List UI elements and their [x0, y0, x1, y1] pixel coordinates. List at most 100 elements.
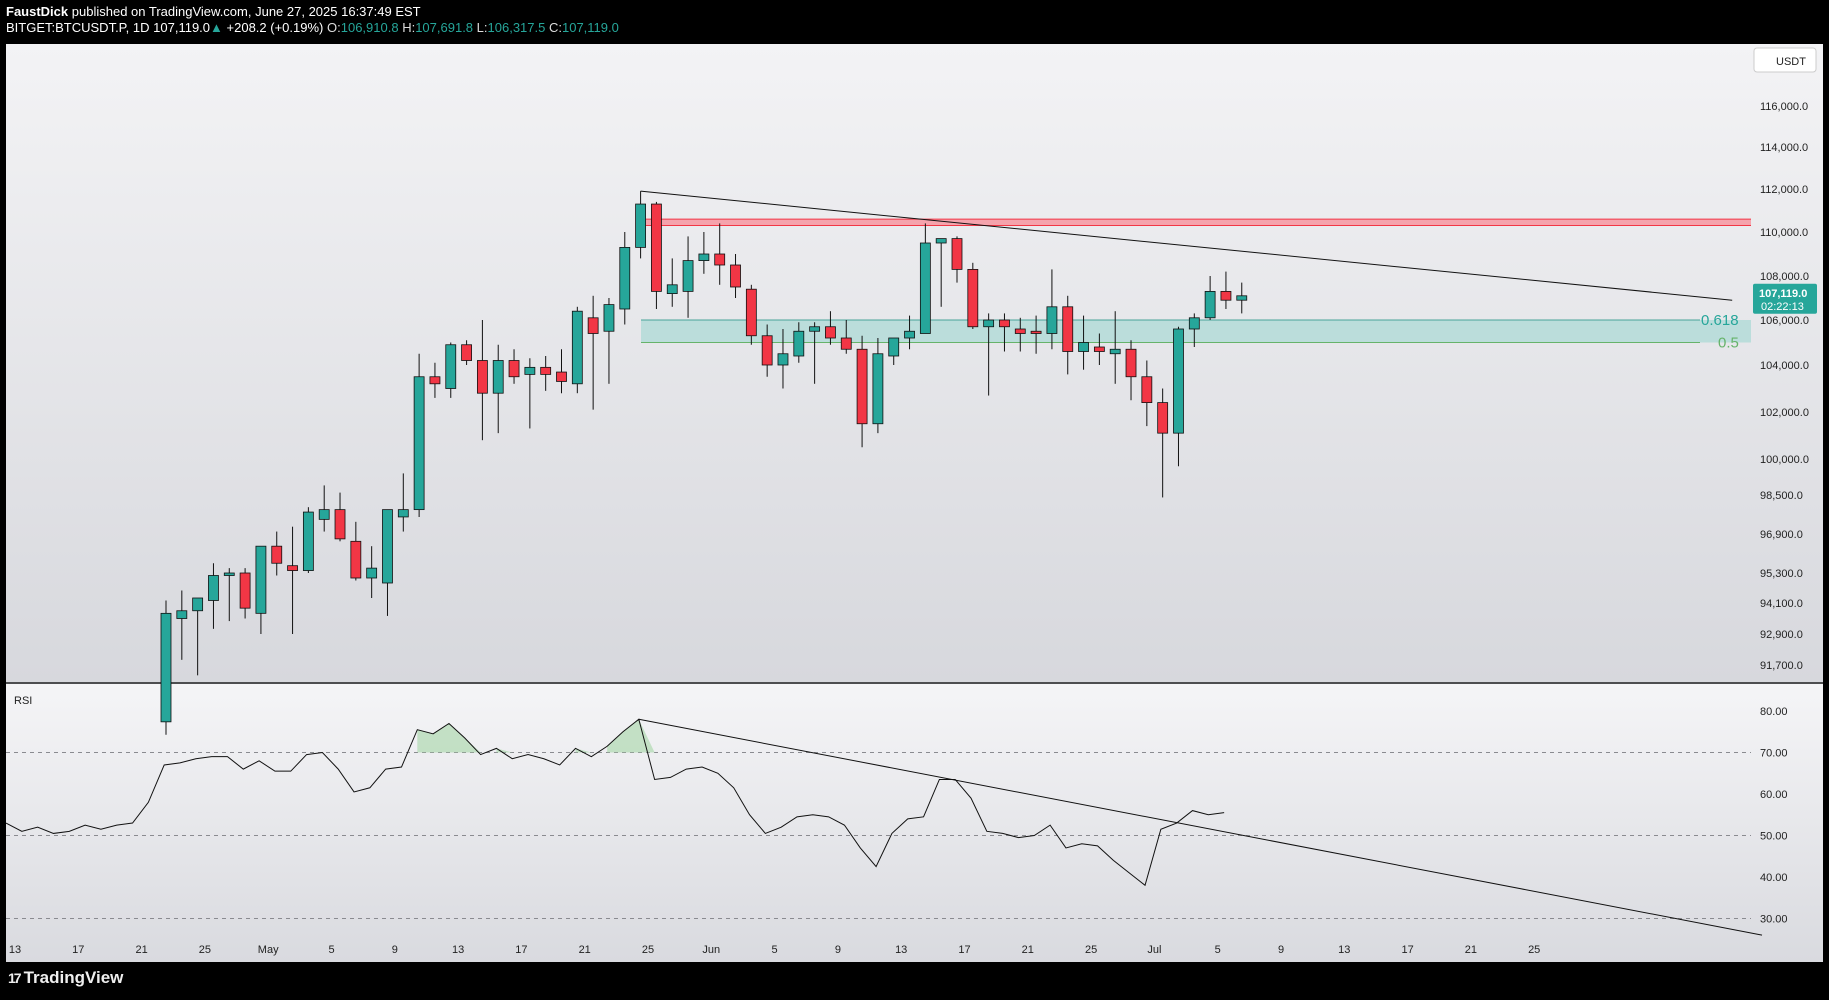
candle[interactable]: [255, 545, 267, 634]
candle[interactable]: [983, 313, 995, 396]
rsi-trendline[interactable]: [638, 718, 1763, 936]
candle[interactable]: [508, 349, 520, 384]
author-name[interactable]: FaustDick: [6, 4, 69, 19]
price-change: +208.2 (+0.19%): [226, 20, 324, 35]
time-axis-label: 21: [579, 944, 591, 956]
resistance-zone[interactable]: [641, 219, 1751, 226]
candle-body: [192, 597, 204, 612]
candle[interactable]: [1078, 315, 1089, 370]
candle-body: [825, 326, 836, 339]
rsi-title[interactable]: RSI: [14, 695, 32, 707]
candle[interactable]: [904, 315, 915, 350]
candle[interactable]: [445, 342, 457, 398]
candle-body: [160, 612, 172, 723]
candle[interactable]: [524, 358, 536, 429]
candle[interactable]: [397, 473, 409, 532]
candle[interactable]: [777, 329, 789, 389]
candle[interactable]: [1030, 315, 1042, 354]
fib-level-label: 0.618: [1701, 312, 1739, 329]
candle[interactable]: [1093, 333, 1105, 366]
candle[interactable]: [1173, 326, 1184, 467]
last-price-marker[interactable]: [1753, 283, 1817, 314]
candle[interactable]: [556, 349, 567, 394]
candle[interactable]: [999, 313, 1010, 352]
candle[interactable]: [840, 320, 852, 354]
candle[interactable]: [350, 521, 362, 581]
candle[interactable]: [603, 298, 615, 384]
candle[interactable]: [1188, 313, 1200, 347]
candle[interactable]: [1141, 360, 1153, 427]
candle-body: [1046, 306, 1058, 334]
candle[interactable]: [745, 284, 757, 345]
candle[interactable]: [571, 306, 583, 394]
tradingview-footer[interactable]: 17 TradingView: [8, 968, 123, 988]
candle-body: [1125, 348, 1137, 378]
candle[interactable]: [1125, 340, 1137, 401]
candle[interactable]: [208, 563, 219, 629]
candle[interactable]: [176, 590, 188, 660]
candle[interactable]: [809, 322, 821, 384]
candle[interactable]: [587, 295, 599, 410]
candle[interactable]: [872, 338, 884, 434]
low-label: L:: [476, 20, 488, 35]
candle-body: [603, 304, 615, 332]
candle[interactable]: [666, 258, 678, 307]
candle[interactable]: [1046, 269, 1058, 350]
candle[interactable]: [192, 597, 204, 676]
candle[interactable]: [239, 568, 251, 619]
currency-box[interactable]: [1753, 47, 1817, 73]
candle[interactable]: [1157, 388, 1169, 498]
fib-zone[interactable]: [641, 320, 1751, 343]
brand-name: TradingView: [23, 968, 124, 987]
low-value: 106,317.5: [487, 20, 546, 35]
candle[interactable]: [1204, 276, 1216, 320]
candle-body: [777, 353, 789, 366]
symbol-name[interactable]: BITGET:BTCUSDT.P, 1D: [6, 20, 150, 35]
candle[interactable]: [698, 232, 710, 274]
candle[interactable]: [1236, 282, 1248, 314]
candle[interactable]: [967, 262, 979, 329]
candle[interactable]: [1220, 271, 1232, 309]
candle[interactable]: [682, 236, 694, 318]
candle[interactable]: [461, 340, 472, 365]
price-pane-bg: [6, 44, 1823, 682]
candle-body: [208, 575, 219, 601]
candle[interactable]: [302, 507, 314, 573]
candle[interactable]: [714, 223, 726, 285]
candle[interactable]: [476, 320, 488, 441]
candle[interactable]: [825, 311, 836, 345]
candle[interactable]: [935, 238, 947, 307]
candle[interactable]: [492, 344, 504, 434]
candle[interactable]: [413, 353, 425, 517]
candle[interactable]: [761, 324, 773, 377]
candle[interactable]: [793, 322, 805, 363]
candle[interactable]: [382, 509, 393, 616]
candle[interactable]: [271, 531, 283, 576]
candle[interactable]: [429, 362, 441, 398]
candle[interactable]: [951, 236, 963, 283]
candle[interactable]: [888, 337, 900, 365]
candle[interactable]: [919, 223, 931, 334]
candle[interactable]: [651, 201, 662, 309]
price-axis-label: 110,000.0: [1760, 227, 1808, 239]
candle[interactable]: [223, 568, 235, 622]
candle[interactable]: [1014, 317, 1026, 352]
candle[interactable]: [635, 191, 646, 259]
candle[interactable]: [1062, 295, 1074, 375]
candle[interactable]: [318, 485, 330, 532]
candle[interactable]: [856, 335, 868, 448]
candle[interactable]: [730, 254, 741, 298]
candle[interactable]: [1109, 311, 1121, 384]
price-trendline[interactable]: [640, 190, 1733, 301]
candle[interactable]: [619, 232, 631, 325]
candle[interactable]: [540, 356, 552, 391]
rsi-line[interactable]: [5, 718, 1225, 887]
candle[interactable]: [366, 546, 378, 598]
last-price: 107,119.0: [153, 20, 211, 35]
candle[interactable]: [287, 526, 298, 634]
candle-body: [809, 326, 821, 332]
candle-body: [302, 511, 314, 571]
candle[interactable]: [160, 600, 172, 735]
candle[interactable]: [334, 492, 346, 542]
